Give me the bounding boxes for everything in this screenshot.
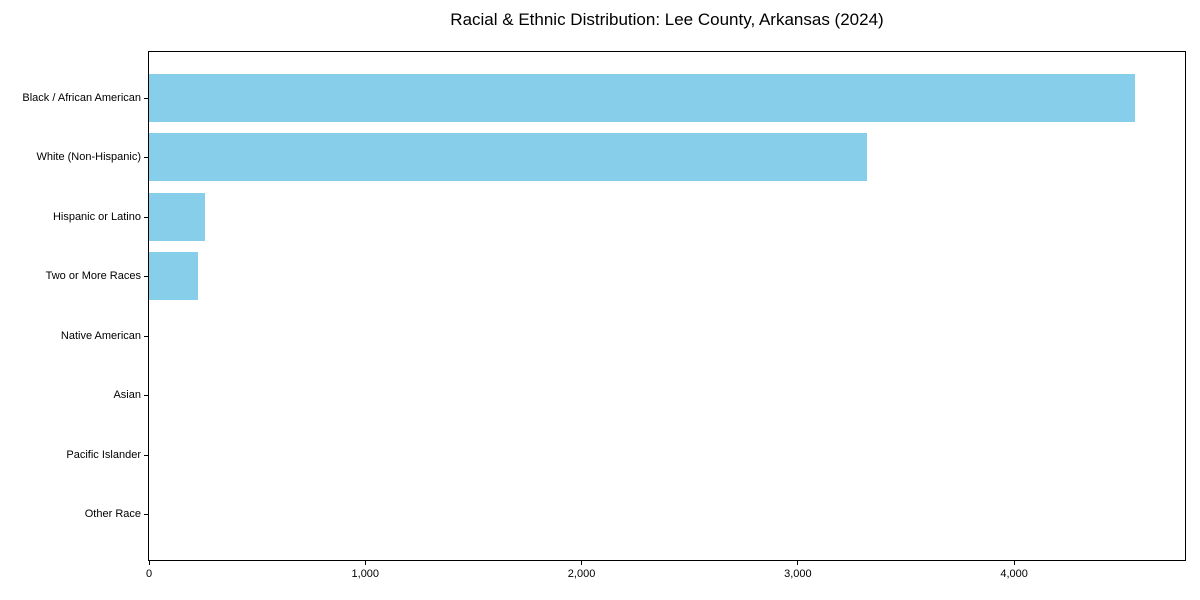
x-axis-tick [797,561,799,565]
y-axis-tick [144,395,148,397]
bar-white-non-hispanic [149,133,868,182]
y-axis-tick [144,276,148,278]
bar-hispanic-or-latino [149,192,206,241]
y-axis-label: White (Non-Hispanic) [36,151,141,164]
y-axis-label: Native American [60,329,141,342]
y-axis-tick [144,157,148,159]
x-axis-label: 2,000 [567,568,596,580]
y-axis-label: Two or More Races [45,270,141,283]
y-axis-label: Black / African American [22,91,141,104]
x-axis-tick [1013,561,1015,565]
y-axis-tick [144,216,148,218]
y-axis-tick [144,454,148,456]
y-axis-label: Hispanic or Latino [52,210,141,223]
y-axis-tick [144,514,148,516]
y-axis-label: Pacific Islander [66,448,141,461]
bar-two-or-more-races [149,252,198,301]
x-axis-label: 4,000 [1000,568,1028,580]
x-axis-label: 0 [145,568,153,580]
y-axis-label: Asian [113,389,141,402]
x-axis-label: 3,000 [784,568,812,580]
x-axis-tick [364,561,366,565]
x-axis-tick [581,561,583,565]
x-axis-label: 1,000 [351,568,380,580]
bar-black-african-american [149,73,1136,122]
y-axis-label: Other Race [84,508,141,521]
y-axis-tick [144,97,148,99]
chart-title: Racial & Ethnic Distribution: Lee County… [450,10,884,29]
y-axis-tick [144,335,148,337]
plot-area [148,51,1186,561]
x-axis-tick [148,561,150,565]
